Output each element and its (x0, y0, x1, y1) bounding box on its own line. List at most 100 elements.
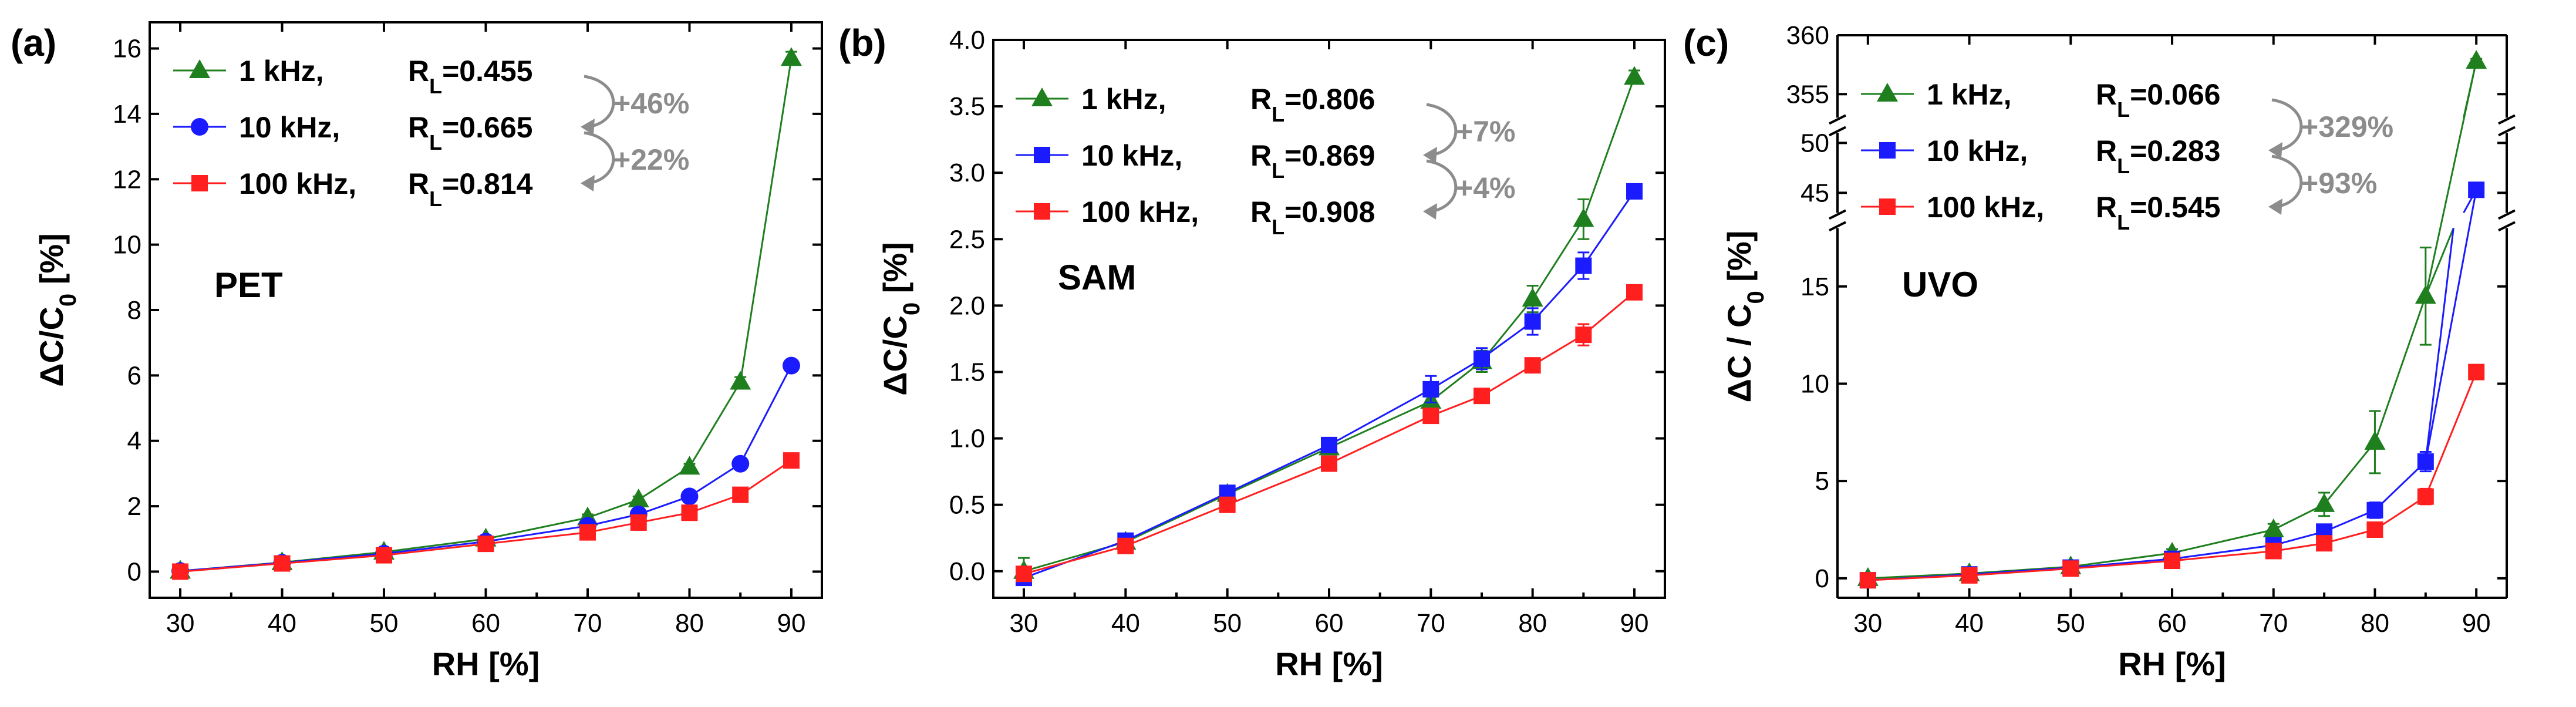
series-line (485, 517, 588, 540)
series-line (1227, 447, 1330, 495)
x-tick-label: 30 (1010, 609, 1039, 638)
series-line (1430, 358, 1482, 390)
series-line (1430, 395, 1482, 417)
data-point (1961, 567, 1978, 584)
data-point (2415, 285, 2436, 304)
series-10-khz (1859, 181, 2485, 589)
series-line (2323, 441, 2376, 505)
y-tick-label: 0 (1815, 564, 1829, 593)
y-tick-label: 1.0 (949, 425, 985, 453)
series-line (1969, 567, 2071, 575)
series-line (2425, 228, 2454, 462)
y-tick-label: 8 (127, 296, 141, 325)
material-label: PET (214, 265, 283, 305)
improvement-label: +4% (1456, 171, 1515, 204)
axis-break-mark (1829, 114, 1846, 125)
series-line (2425, 189, 2477, 462)
legend-entry: 10 kHz, RL=0.283 (1861, 134, 2220, 178)
data-point (730, 371, 751, 390)
series-line (485, 525, 588, 543)
legend-frequency: 100 kHz, (239, 167, 356, 200)
x-tick-label: 40 (268, 609, 296, 638)
series-100-khz (1016, 284, 1643, 583)
data-point (2265, 543, 2282, 560)
x-tick-label: 90 (2462, 609, 2491, 638)
series-line (587, 521, 639, 534)
improvement-arrowhead (1423, 147, 1437, 163)
y-tick-label: 2.5 (949, 225, 985, 254)
series-line (2172, 550, 2274, 562)
series-line (1867, 574, 1970, 581)
series-line (638, 495, 690, 516)
series-line (383, 543, 486, 557)
y-tick-label: 1.5 (949, 358, 985, 386)
improvement-arrowhead (1423, 203, 1437, 220)
series-line (587, 499, 639, 519)
series-line (180, 563, 282, 573)
x-tick-label: 80 (1518, 609, 1547, 638)
improvement-arrow (584, 75, 615, 129)
axis-break-mark (1829, 209, 1846, 220)
series-line (2374, 496, 2426, 531)
series-line (383, 540, 486, 555)
data-point (1524, 313, 1541, 330)
series-line (1867, 573, 1970, 580)
legend-marker (1031, 87, 1053, 106)
data-point (1321, 455, 1337, 472)
data-point (732, 486, 749, 503)
data-point (1575, 326, 1592, 344)
x-tick-label: 80 (2361, 609, 2389, 638)
legend-frequency: 1 kHz, (1927, 78, 2012, 111)
series-line (2374, 460, 2426, 511)
legend-frequency: 10 kHz, (239, 111, 340, 144)
series-line (1481, 298, 1533, 362)
axis-break-mark (2498, 126, 2516, 137)
data-point (628, 488, 649, 507)
x-axis-title: RH [%] (432, 645, 540, 682)
data-point (2316, 535, 2333, 552)
y-tick-label: 0.5 (949, 491, 985, 520)
panel-label: (a) (11, 22, 56, 64)
data-point (783, 452, 800, 469)
y-tick-label: 3.0 (949, 159, 985, 187)
y-axis-title: ΔC/C0 [%] (876, 242, 925, 396)
improvement-arrowhead (581, 119, 595, 135)
data-point (680, 487, 699, 506)
x-tick-label: 90 (777, 609, 805, 638)
axis-break-mark (2498, 209, 2516, 220)
material-label: SAM (1058, 258, 1136, 297)
data-point (1573, 208, 1594, 227)
y-tick-label: 10 (1800, 369, 1829, 398)
x-tick-label: 30 (1853, 609, 1882, 638)
x-tick-label: 80 (675, 609, 704, 638)
legend-entry: 1 kHz, RL=0.066 (1861, 78, 2220, 122)
legend-entry: 100 kHz, RL=0.545 (1861, 191, 2220, 234)
x-tick-label: 40 (1955, 609, 1984, 638)
y-axis-title: ΔC / C0 [%] (1721, 231, 1769, 403)
legend-entry: 100 kHz, RL=0.814 (173, 167, 533, 211)
legend-rl: RL=0.545 (2096, 191, 2220, 234)
panel-label: (c) (1683, 22, 1729, 64)
y-tick-label: 2.0 (949, 291, 985, 320)
legend-frequency: 100 kHz, (1927, 191, 2044, 224)
data-point (1219, 496, 1236, 513)
data-point (1524, 357, 1541, 374)
data-point (780, 47, 802, 66)
series-line (2425, 372, 2477, 497)
data-point (2468, 181, 2485, 198)
series-line (739, 58, 793, 382)
legend-entry: 1 kHz, RL=0.806 (1016, 83, 1375, 126)
series-line (485, 531, 588, 545)
x-tick-label: 70 (2259, 609, 2288, 638)
legend-frequency: 1 kHz, (1081, 83, 1166, 116)
legend-rl: RL=0.806 (1250, 83, 1375, 126)
legend-frequency: 10 kHz, (1927, 134, 2028, 167)
series-line (2273, 530, 2325, 546)
data-point (1117, 537, 1134, 554)
series-line (2172, 544, 2274, 560)
legend-marker (191, 118, 208, 136)
series-line (1023, 545, 1126, 575)
series-line (1329, 388, 1432, 446)
y-tick-label: 4.0 (949, 26, 985, 55)
